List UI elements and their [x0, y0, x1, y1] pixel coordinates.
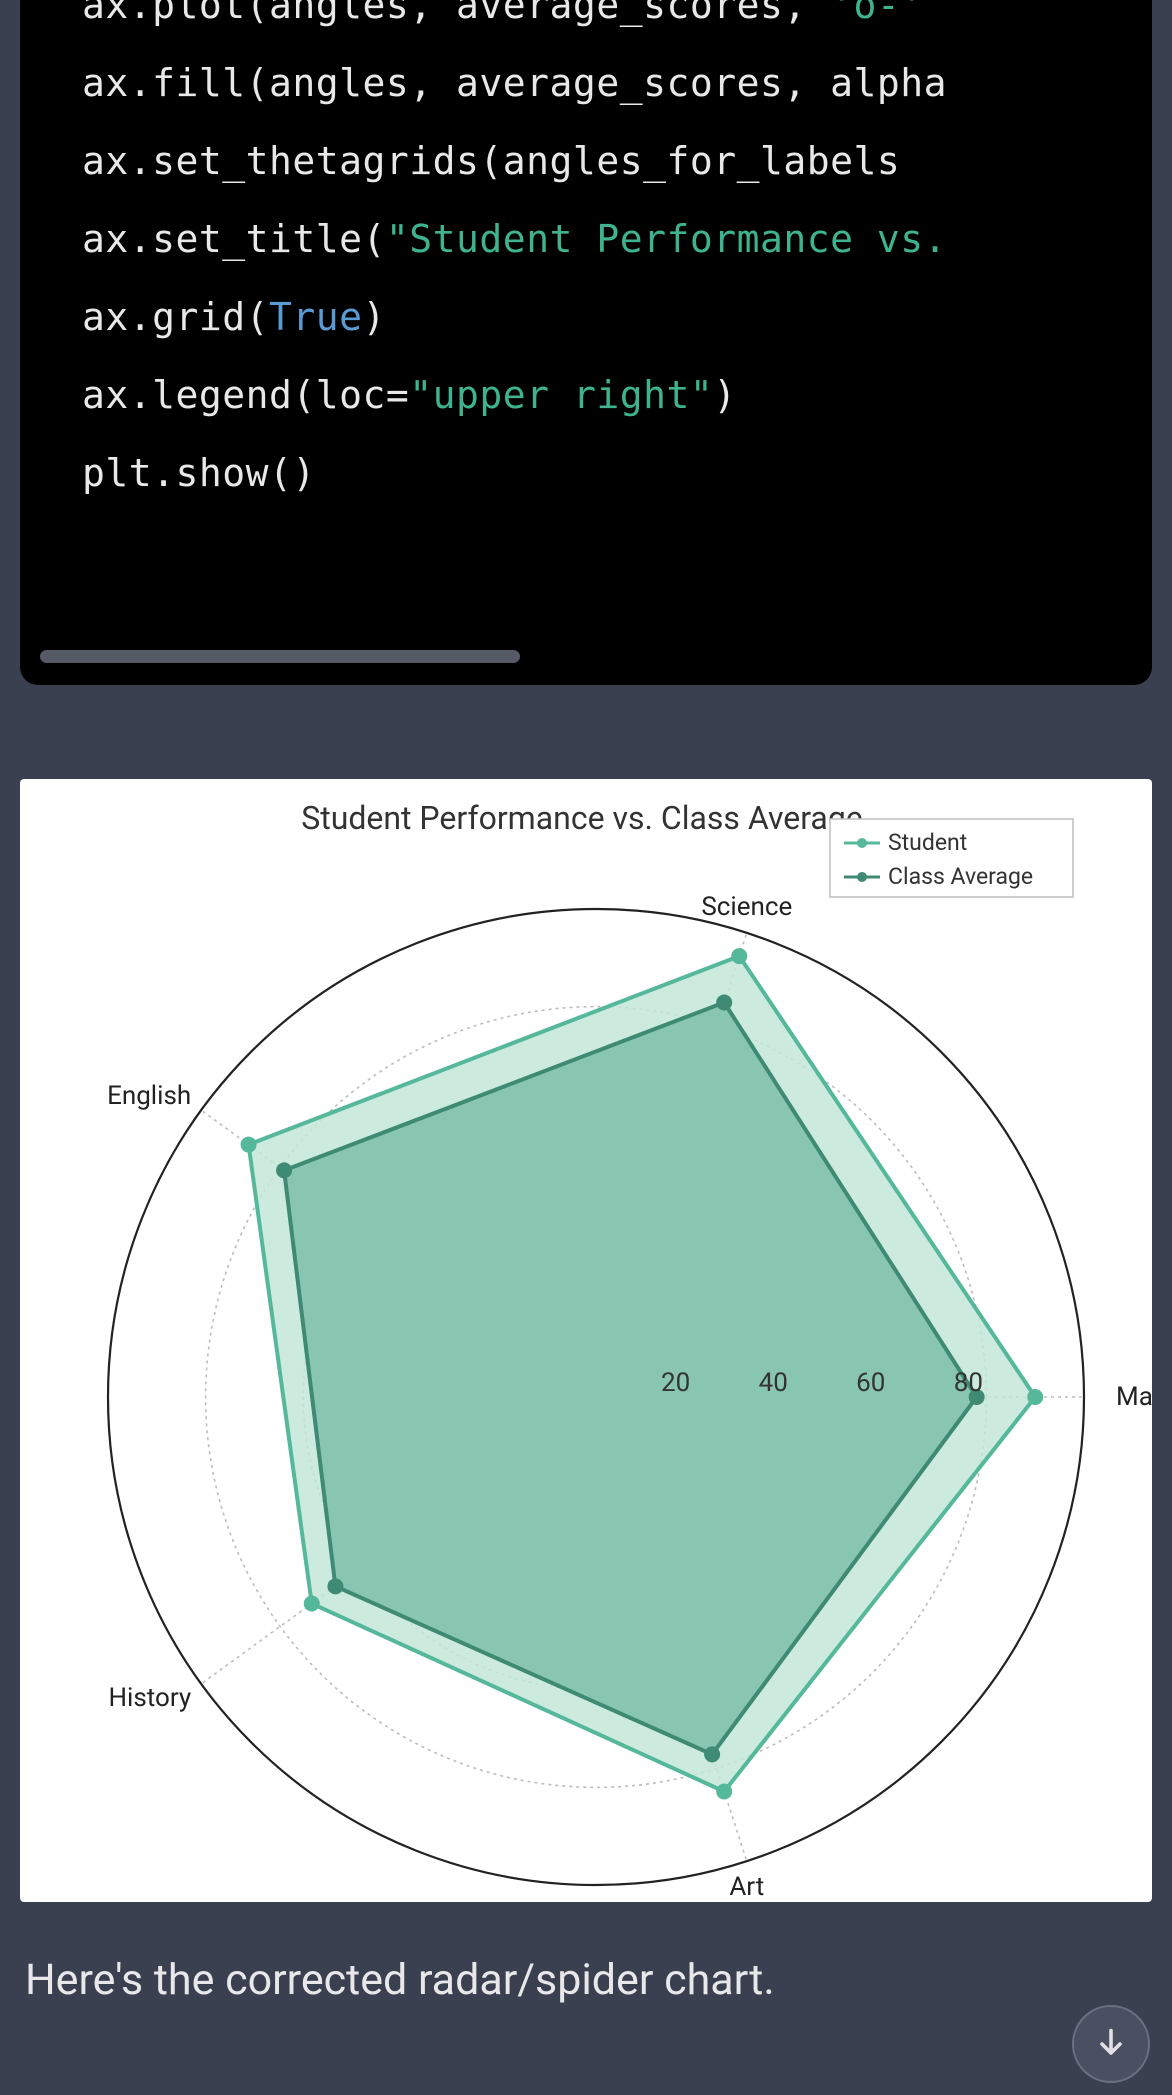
assistant-caption: Here's the corrected radar/spider chart.	[25, 1955, 775, 2005]
horizontal-scrollbar[interactable]	[40, 650, 520, 663]
svg-text:40: 40	[759, 1368, 788, 1398]
arrow-down-icon	[1093, 2026, 1129, 2062]
svg-text:80: 80	[954, 1368, 983, 1398]
scroll-down-button[interactable]	[1072, 2005, 1150, 2083]
svg-text:History: History	[108, 1683, 191, 1713]
svg-text:Class Average: Class Average	[888, 863, 1033, 890]
code-block: ax.plot(angles, average_scores, 'o-'ax.f…	[20, 0, 1152, 685]
radar-chart-panel: Student Performance vs. Class Average 20 4…	[20, 779, 1152, 1902]
svg-text:Math: Math	[1116, 1382, 1152, 1412]
code-content: ax.plot(angles, average_scores, 'o-'ax.f…	[20, 0, 1152, 512]
svg-text:English: English	[107, 1081, 191, 1111]
svg-text:Art: Art	[729, 1872, 764, 1902]
svg-text:60: 60	[856, 1368, 885, 1398]
svg-text:Science: Science	[701, 892, 792, 922]
svg-text:20: 20	[661, 1368, 690, 1398]
radar-chart-svg: Student Performance vs. Class Average 20 4…	[20, 779, 1152, 1902]
svg-text:Student: Student	[888, 829, 967, 856]
svg-text:Student Performance vs. Class: Student Performance vs. Class Average	[301, 799, 863, 837]
